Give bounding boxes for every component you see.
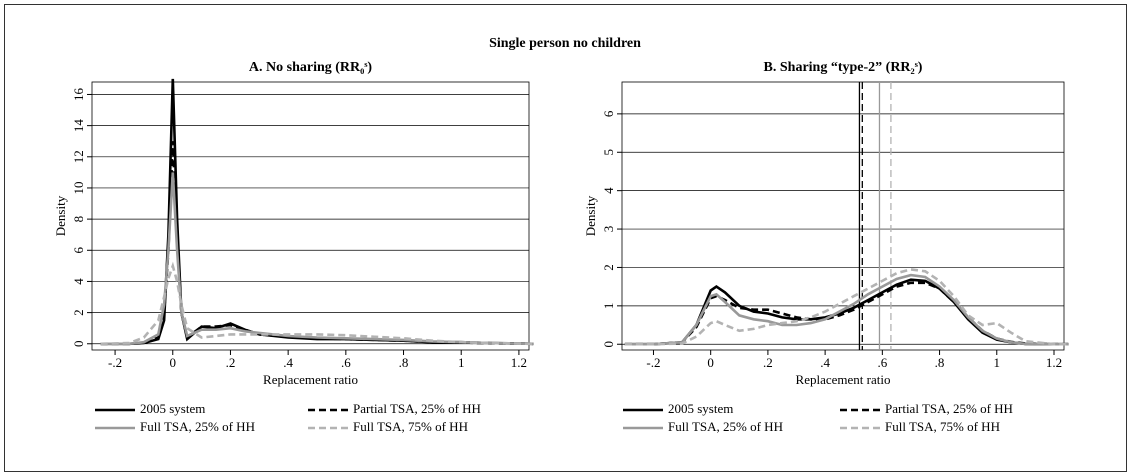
x-tick-label: .8 [399,355,409,370]
legend-label: Partial TSA, 25% of HH [885,401,1013,416]
legend-label: Full TSA, 25% of HH [668,419,783,434]
x-tick-label: 0 [707,355,714,370]
density-line [100,261,534,346]
density-line [624,281,1069,346]
x-tick-label: .4 [820,355,830,370]
y-tick-label: 12 [71,150,86,163]
y-tick-label: 0 [601,341,616,348]
x-tick-label: -.2 [108,355,122,370]
x-tick-label: 1.2 [1046,355,1062,370]
frame [4,4,1127,472]
y-tick-label: 0 [71,341,86,348]
legend-label: Full TSA, 25% of HH [140,419,255,434]
x-axis-label: Replacement ratio [796,372,891,387]
legend-label: Full TSA, 75% of HH [353,419,468,434]
density-line [100,141,534,346]
x-tick-label: .6 [341,355,351,370]
y-tick-label: 6 [601,110,616,117]
panel-title: B. Sharing “type-2” (RR₂ˢ) [764,60,923,75]
density-line [624,268,1069,346]
legend-label: Partial TSA, 25% of HH [353,401,481,416]
y-tick-label: 1 [601,303,616,310]
y-tick-label: 4 [71,278,86,285]
x-tick-label: .8 [935,355,945,370]
y-tick-label: 10 [71,181,86,194]
y-axis-label: Density [583,195,598,236]
figure-title: Single person no children [489,36,641,51]
density-line [100,172,534,346]
y-tick-label: 6 [71,247,86,254]
y-tick-label: 16 [71,87,86,101]
y-tick-label: 14 [71,119,86,132]
y-tick-label: 2 [601,264,616,271]
legend-label: 2005 system [668,401,733,416]
x-tick-label: .2 [226,355,236,370]
x-tick-label: 1 [994,355,1001,370]
legend-label: 2005 system [140,401,205,416]
y-tick-label: 8 [71,216,86,223]
x-tick-label: .6 [877,355,887,370]
y-axis-label: Density [53,195,68,236]
x-tick-label: .4 [283,355,293,370]
x-tick-label: 1 [458,355,465,370]
y-tick-label: 4 [601,187,616,194]
density-line [624,278,1069,346]
y-tick-label: 2 [71,309,86,316]
legend-label: Full TSA, 75% of HH [885,419,1000,434]
y-tick-label: 5 [601,149,616,156]
x-tick-label: 1.2 [511,355,527,370]
x-tick-label: 0 [170,355,177,370]
plot-area [91,81,530,351]
x-axis-label: Replacement ratio [263,372,358,387]
density-line [624,273,1069,346]
x-tick-label: .2 [763,355,773,370]
panel-title: A. No sharing (RR₀ˢ) [249,60,372,75]
plot-area [621,81,1065,351]
y-tick-label: 3 [601,226,616,233]
x-tick-label: -.2 [646,355,660,370]
